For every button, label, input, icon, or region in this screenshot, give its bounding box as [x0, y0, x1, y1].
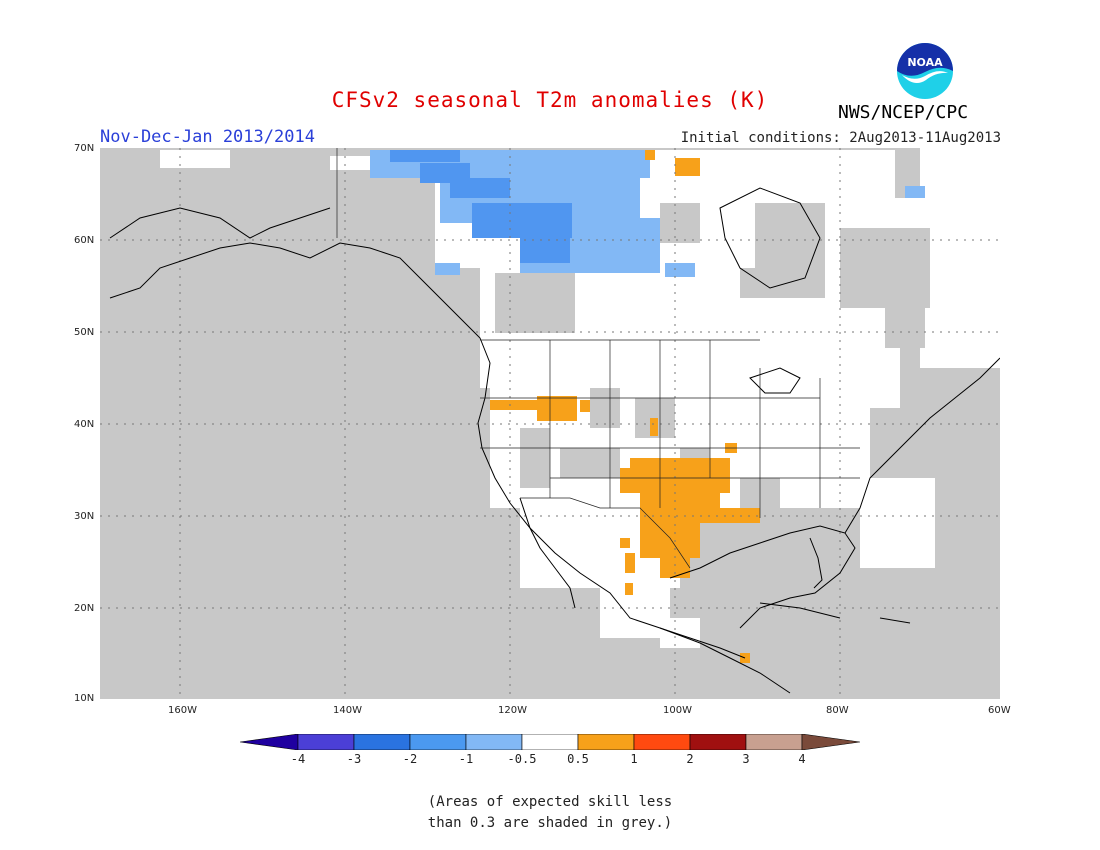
- chart-title: CFSv2 seasonal T2m anomalies (K): [331, 88, 769, 112]
- lon-label: 120W: [498, 705, 527, 716]
- lat-label: 20N: [74, 603, 95, 614]
- lon-label: 80W: [826, 705, 849, 716]
- skill-note-line: than 0.3 are shaded in grey.): [427, 815, 673, 831]
- lat-label: 40N: [74, 419, 95, 430]
- colorbar-bin: [297, 734, 355, 750]
- colorbar-bin: [465, 734, 523, 750]
- colorbar-bin: [577, 734, 635, 750]
- noaa-logo: NOAA: [897, 43, 953, 99]
- lon-label: 100W: [663, 705, 692, 716]
- season-label: Nov-Dec-Jan 2013/2014: [100, 127, 315, 147]
- lon-label: 140W: [333, 705, 362, 716]
- skill-note-line: (Areas of expected skill less: [427, 794, 673, 810]
- lon-label: 60W: [988, 705, 1011, 716]
- colorbar-tick-label: 3: [742, 752, 750, 766]
- colorbar: [240, 734, 860, 750]
- cold-anomaly-mid: [390, 150, 572, 263]
- colorbar-bin: [633, 734, 691, 750]
- colorbar-bin: [521, 734, 579, 750]
- colorbar-bin: [353, 734, 411, 750]
- colorbar-tick-label: 4: [798, 752, 806, 766]
- colorbar-bin: [745, 734, 803, 750]
- anomaly-map: [100, 148, 1000, 699]
- political-boundaries: [336, 148, 860, 569]
- colorbar-arrow-left: [240, 734, 299, 750]
- lat-label: 10N: [74, 693, 95, 704]
- colorbar-tick-label: 0.5: [567, 752, 589, 766]
- colorbar-arrow-right: [801, 734, 860, 750]
- colorbar-tick-label: -4: [290, 752, 306, 766]
- lat-label: 50N: [74, 327, 95, 338]
- colorbar-bin: [409, 734, 467, 750]
- colorbar-tick-label: -0.5: [507, 752, 537, 766]
- lat-label: 30N: [74, 511, 95, 522]
- colorbar-tick-label: -3: [346, 752, 362, 766]
- colorbar-tick-label: 2: [686, 752, 694, 766]
- colorbar-bin: [689, 734, 747, 750]
- agency-label: NWS/NCEP/CPC: [838, 102, 969, 123]
- skill-note: (Areas of expected skill less than 0.3 a…: [0, 792, 1100, 834]
- colorbar-tick-label: -1: [458, 752, 474, 766]
- coastlines: [109, 187, 1000, 694]
- lon-label: 160W: [168, 705, 197, 716]
- lat-label: 70N: [74, 143, 95, 154]
- colorbar-tick-label: -2: [402, 752, 418, 766]
- lat-label: 60N: [74, 235, 95, 246]
- logo-text: NOAA: [907, 56, 943, 69]
- initial-conditions-label: Initial conditions: 2Aug2013-11Aug2013: [680, 130, 1001, 146]
- colorbar-tick-label: 1: [630, 752, 638, 766]
